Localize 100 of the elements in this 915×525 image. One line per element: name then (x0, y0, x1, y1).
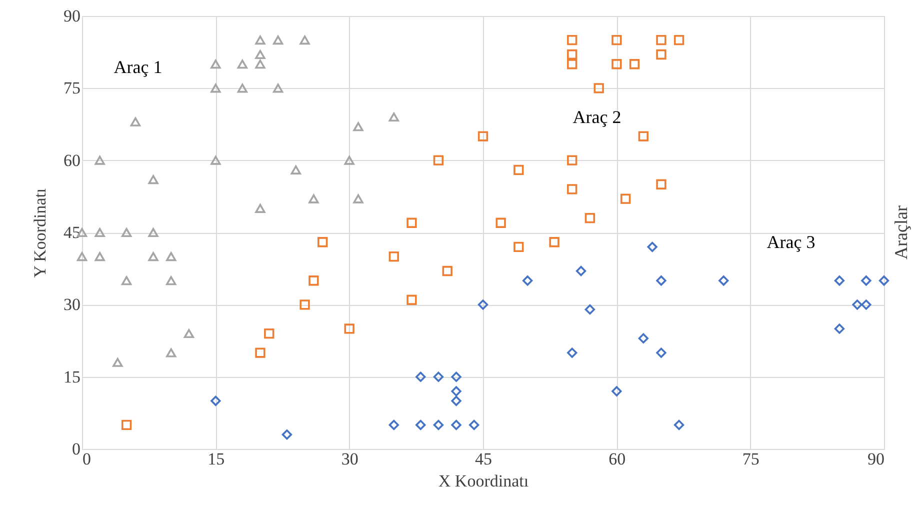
point (674, 420, 684, 430)
point (272, 36, 284, 45)
point (620, 194, 631, 204)
point (514, 164, 524, 176)
point (94, 156, 105, 165)
point (308, 194, 319, 204)
point (629, 59, 640, 70)
point (264, 328, 274, 339)
point (166, 348, 176, 358)
point (567, 34, 578, 46)
point (496, 218, 506, 228)
y-tick-label: 75 (64, 78, 80, 98)
y-tick-label: 15 (64, 367, 80, 386)
point (406, 294, 417, 305)
point (567, 59, 578, 70)
x-tick-label: 60 (608, 450, 626, 468)
point (451, 420, 462, 430)
point (478, 131, 488, 142)
point (210, 396, 221, 406)
point (567, 49, 578, 60)
point (451, 386, 462, 396)
point (612, 59, 622, 70)
point (237, 60, 248, 69)
point (388, 112, 399, 122)
point (451, 396, 462, 406)
point (656, 348, 666, 358)
point (656, 34, 666, 46)
x-tick-label: 75 (742, 450, 760, 468)
point (433, 155, 444, 166)
point (656, 276, 666, 286)
x-tick-label: 90 (868, 450, 884, 468)
point (718, 276, 729, 286)
y-tick-label: 90 (64, 6, 80, 26)
point (255, 60, 266, 69)
point (255, 348, 266, 358)
y-tick-label: 60 (64, 150, 80, 170)
point (416, 420, 426, 430)
point (166, 252, 176, 262)
point (344, 324, 354, 334)
point (237, 84, 248, 93)
point (567, 155, 578, 166)
x-tick-label: 45 (475, 450, 492, 468)
point (834, 276, 845, 286)
point (300, 300, 310, 310)
point (416, 372, 426, 382)
point (255, 204, 266, 213)
point (647, 242, 658, 252)
point (514, 242, 524, 252)
point (210, 156, 221, 165)
point (469, 420, 480, 430)
point (210, 60, 221, 69)
point (282, 429, 292, 440)
series-label: Araç 3 (766, 232, 816, 252)
point (148, 252, 158, 262)
text: Araçlar (891, 206, 911, 260)
point (433, 420, 444, 430)
x-tick-label: 30 (341, 450, 358, 468)
point (576, 266, 586, 276)
point (121, 228, 132, 238)
point (255, 50, 266, 60)
point (353, 194, 364, 204)
y-axis-title: Y Koordinatı (30, 188, 50, 278)
point (300, 36, 310, 45)
text: Araç 1 (114, 57, 162, 77)
point (94, 252, 105, 262)
point (308, 276, 319, 286)
point (272, 84, 284, 93)
x-tick-label: 15 (208, 450, 225, 468)
point (353, 122, 364, 132)
point (612, 386, 622, 396)
point (121, 420, 132, 430)
point (112, 358, 123, 367)
point (442, 266, 452, 276)
point (861, 300, 872, 310)
point (255, 36, 266, 45)
point (388, 251, 399, 262)
point (549, 237, 560, 248)
x-axis-title: X Koordinatı (438, 472, 529, 490)
point (94, 228, 105, 238)
point (656, 179, 666, 190)
point (478, 300, 488, 310)
point (638, 131, 648, 142)
point (834, 324, 845, 334)
point (567, 184, 578, 194)
point (184, 329, 194, 338)
point (638, 333, 648, 344)
point (166, 276, 176, 286)
point (148, 175, 158, 184)
point (76, 252, 88, 262)
point (612, 34, 622, 46)
point (344, 156, 354, 165)
point (861, 276, 872, 286)
point (878, 276, 890, 286)
point (674, 34, 684, 46)
series-label: Araç 2 (572, 107, 622, 127)
point (406, 218, 417, 228)
point (318, 237, 328, 248)
point (433, 372, 444, 382)
point (290, 165, 301, 174)
point (148, 228, 158, 238)
